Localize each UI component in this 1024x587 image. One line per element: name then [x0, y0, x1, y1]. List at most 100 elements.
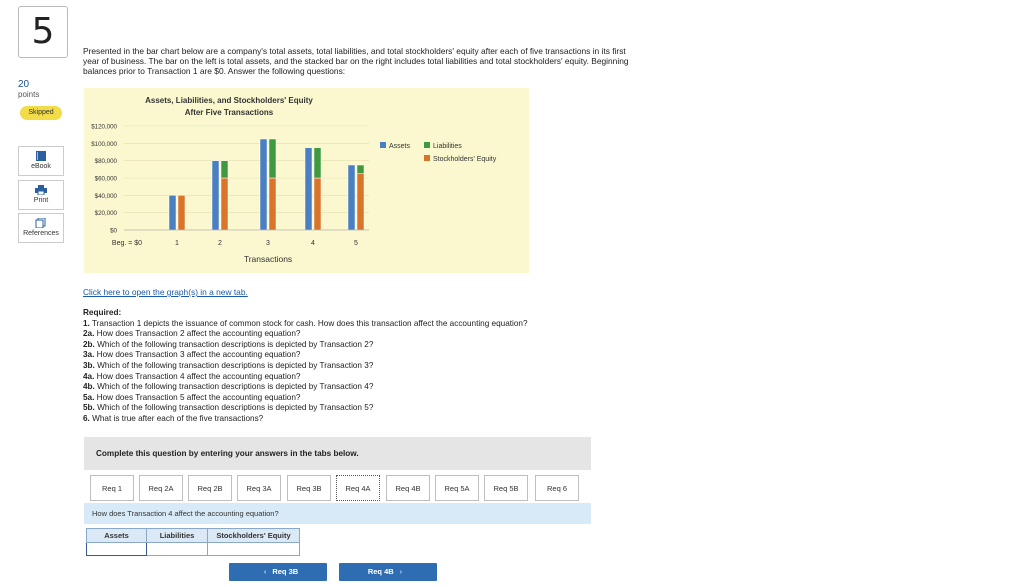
tab-req-3b[interactable]: Req 3B — [287, 475, 331, 501]
chevron-right-icon: › — [399, 567, 403, 576]
required-question: 1. Transaction 1 depicts the issuance of… — [83, 319, 643, 330]
points-value: 20 — [18, 79, 30, 90]
required-question: 4a. How does Transaction 4 affect the ac… — [83, 372, 643, 383]
required-question: 2a. How does Transaction 2 affect the ac… — [83, 329, 643, 340]
required-question-text: Which of the following transaction descr… — [97, 382, 374, 392]
requirement-tabs: Req 1 Req 2A Req 2B Req 3A Req 3B Req 4A Req 4… — [84, 475, 581, 502]
legend-label: Assets — [389, 143, 411, 150]
bar-chart: Assets, Liabilities, and Stockholders' E… — [91, 96, 497, 264]
required-question: 5a. How does Transaction 5 affect the ac… — [83, 393, 643, 404]
points-label: points — [18, 90, 40, 99]
required-section: Required: 1. Transaction 1 depicts the i… — [83, 308, 643, 425]
assets-header: Assets — [86, 528, 147, 543]
bars-group — [124, 138, 369, 231]
assets-select[interactable] — [86, 542, 147, 556]
x-tick-label: Beg. = $0 — [112, 240, 142, 247]
required-question-number: 5a. — [83, 392, 95, 402]
tab-req-4a[interactable]: Req 4A — [336, 475, 380, 501]
accounting-equation-table: Assets Liabilities Stockholders' Equity — [86, 528, 300, 556]
x-tick-label: 1 — [175, 240, 179, 247]
required-questions: 1. Transaction 1 depicts the issuance of… — [83, 319, 643, 425]
open-graph-link[interactable]: Click here to open the graph(s) in a new… — [83, 287, 248, 297]
required-question: 2b. Which of the following transaction d… — [83, 340, 643, 351]
y-tick-label: $60,000 — [95, 176, 118, 183]
required-question-number: 2b. — [83, 339, 95, 349]
chart-subtitle: After Five Transactions — [185, 108, 274, 117]
ebook-button[interactable]: eBook — [18, 146, 64, 176]
legend-swatch — [380, 142, 386, 148]
x-tick-label: 3 — [266, 240, 270, 247]
prev-req-button[interactable]: ‹ Req 3B — [229, 563, 327, 581]
chevron-left-icon: ‹ — [263, 567, 267, 576]
chart-panel: Assets, Liabilities, and Stockholders' E… — [84, 88, 529, 273]
status-badge: Skipped — [20, 106, 62, 120]
equity-header: Stockholders' Equity — [207, 528, 300, 543]
equity-bar — [177, 195, 186, 231]
required-question-text: Which of the following transaction descr… — [97, 403, 374, 413]
liabilities-bar — [220, 160, 229, 179]
required-question-number: 3a. — [83, 350, 95, 360]
required-question-text: Transaction 1 depicts the issuance of co… — [91, 318, 528, 328]
print-label: Print — [33, 197, 49, 204]
equity-bar — [313, 177, 322, 231]
equity-bar — [356, 173, 365, 231]
required-question-text: Which of the following transaction descr… — [97, 360, 374, 370]
chart-legend: Assets Liabilities Stockholders' Equity — [380, 142, 497, 163]
required-question-text: How does Transaction 5 affect the accoun… — [96, 392, 301, 402]
legend-swatch — [424, 142, 430, 148]
assets-bar — [304, 147, 313, 231]
tab-prompt: How does Transaction 4 affect the accoun… — [84, 503, 591, 524]
x-tick-label: 5 — [354, 240, 358, 247]
y-tick-label: $20,000 — [95, 210, 118, 217]
liabilities-select[interactable] — [146, 542, 208, 556]
references-label: References — [23, 230, 59, 237]
legend-label: Stockholders' Equity — [433, 156, 497, 163]
y-tick-label: $120,000 — [91, 124, 117, 131]
question-number: 5 — [18, 6, 68, 58]
ebook-label: eBook — [31, 163, 51, 170]
required-question: 4b. Which of the following transaction d… — [83, 382, 643, 393]
tab-req-3a[interactable]: Req 3A — [237, 475, 281, 501]
tab-req-2a[interactable]: Req 2A — [139, 475, 183, 501]
required-question-number: 2a. — [83, 329, 95, 339]
equity-select[interactable] — [207, 542, 300, 556]
liabilities-header: Liabilities — [146, 528, 208, 543]
x-axis: Beg. = $0 1 2 3 4 5 — [112, 240, 358, 247]
required-question: 6. What is true after each of the five t… — [83, 414, 643, 425]
required-question: 3a. How does Transaction 3 affect the ac… — [83, 350, 643, 361]
next-req-button[interactable]: Req 4B › — [339, 563, 437, 581]
legend-swatch — [424, 155, 430, 161]
y-tick-label: $40,000 — [95, 193, 118, 200]
required-heading: Required: — [83, 308, 122, 317]
y-axis: $0 $20,000 $40,000 $60,000 $80,000 $100,000 $1… — [91, 124, 369, 235]
chart-title: Assets, Liabilities, and Stockholders' E… — [145, 96, 313, 105]
tab-req-5b[interactable]: Req 5B — [484, 475, 528, 501]
print-button[interactable]: Print — [18, 180, 64, 210]
instructions-banner: Complete this question by entering your … — [84, 437, 591, 470]
tab-req-2b[interactable]: Req 2B — [188, 475, 232, 501]
x-axis-label: Transactions — [244, 254, 292, 264]
required-question: 5b. Which of the following transaction d… — [83, 403, 643, 414]
tab-req-4b[interactable]: Req 4B — [386, 475, 430, 501]
references-button[interactable]: References — [18, 213, 64, 243]
tab-req-5a[interactable]: Req 5A — [435, 475, 479, 501]
legend-label: Liabilities — [433, 143, 462, 150]
assets-bar — [211, 160, 220, 231]
required-question-text: How does Transaction 3 affect the accoun… — [96, 350, 301, 360]
liabilities-bar — [313, 147, 322, 179]
y-tick-label: $100,000 — [91, 141, 117, 148]
required-question-number: 5b. — [83, 403, 95, 413]
book-icon — [36, 151, 46, 161]
prev-req-label: Req 3B — [272, 567, 299, 576]
liabilities-bar — [356, 164, 365, 174]
required-question: 3b. Which of the following transaction d… — [83, 361, 643, 372]
liabilities-bar — [268, 138, 277, 179]
tab-req-6[interactable]: Req 6 — [535, 475, 579, 501]
y-tick-label: $80,000 — [95, 158, 118, 165]
references-icon — [35, 218, 46, 228]
required-question-number: 4b. — [83, 382, 95, 392]
required-question-text: What is true after each of the five tran… — [92, 413, 264, 423]
y-tick-label: $0 — [110, 228, 117, 235]
tab-req-1[interactable]: Req 1 — [90, 475, 134, 501]
printer-icon — [35, 185, 47, 195]
